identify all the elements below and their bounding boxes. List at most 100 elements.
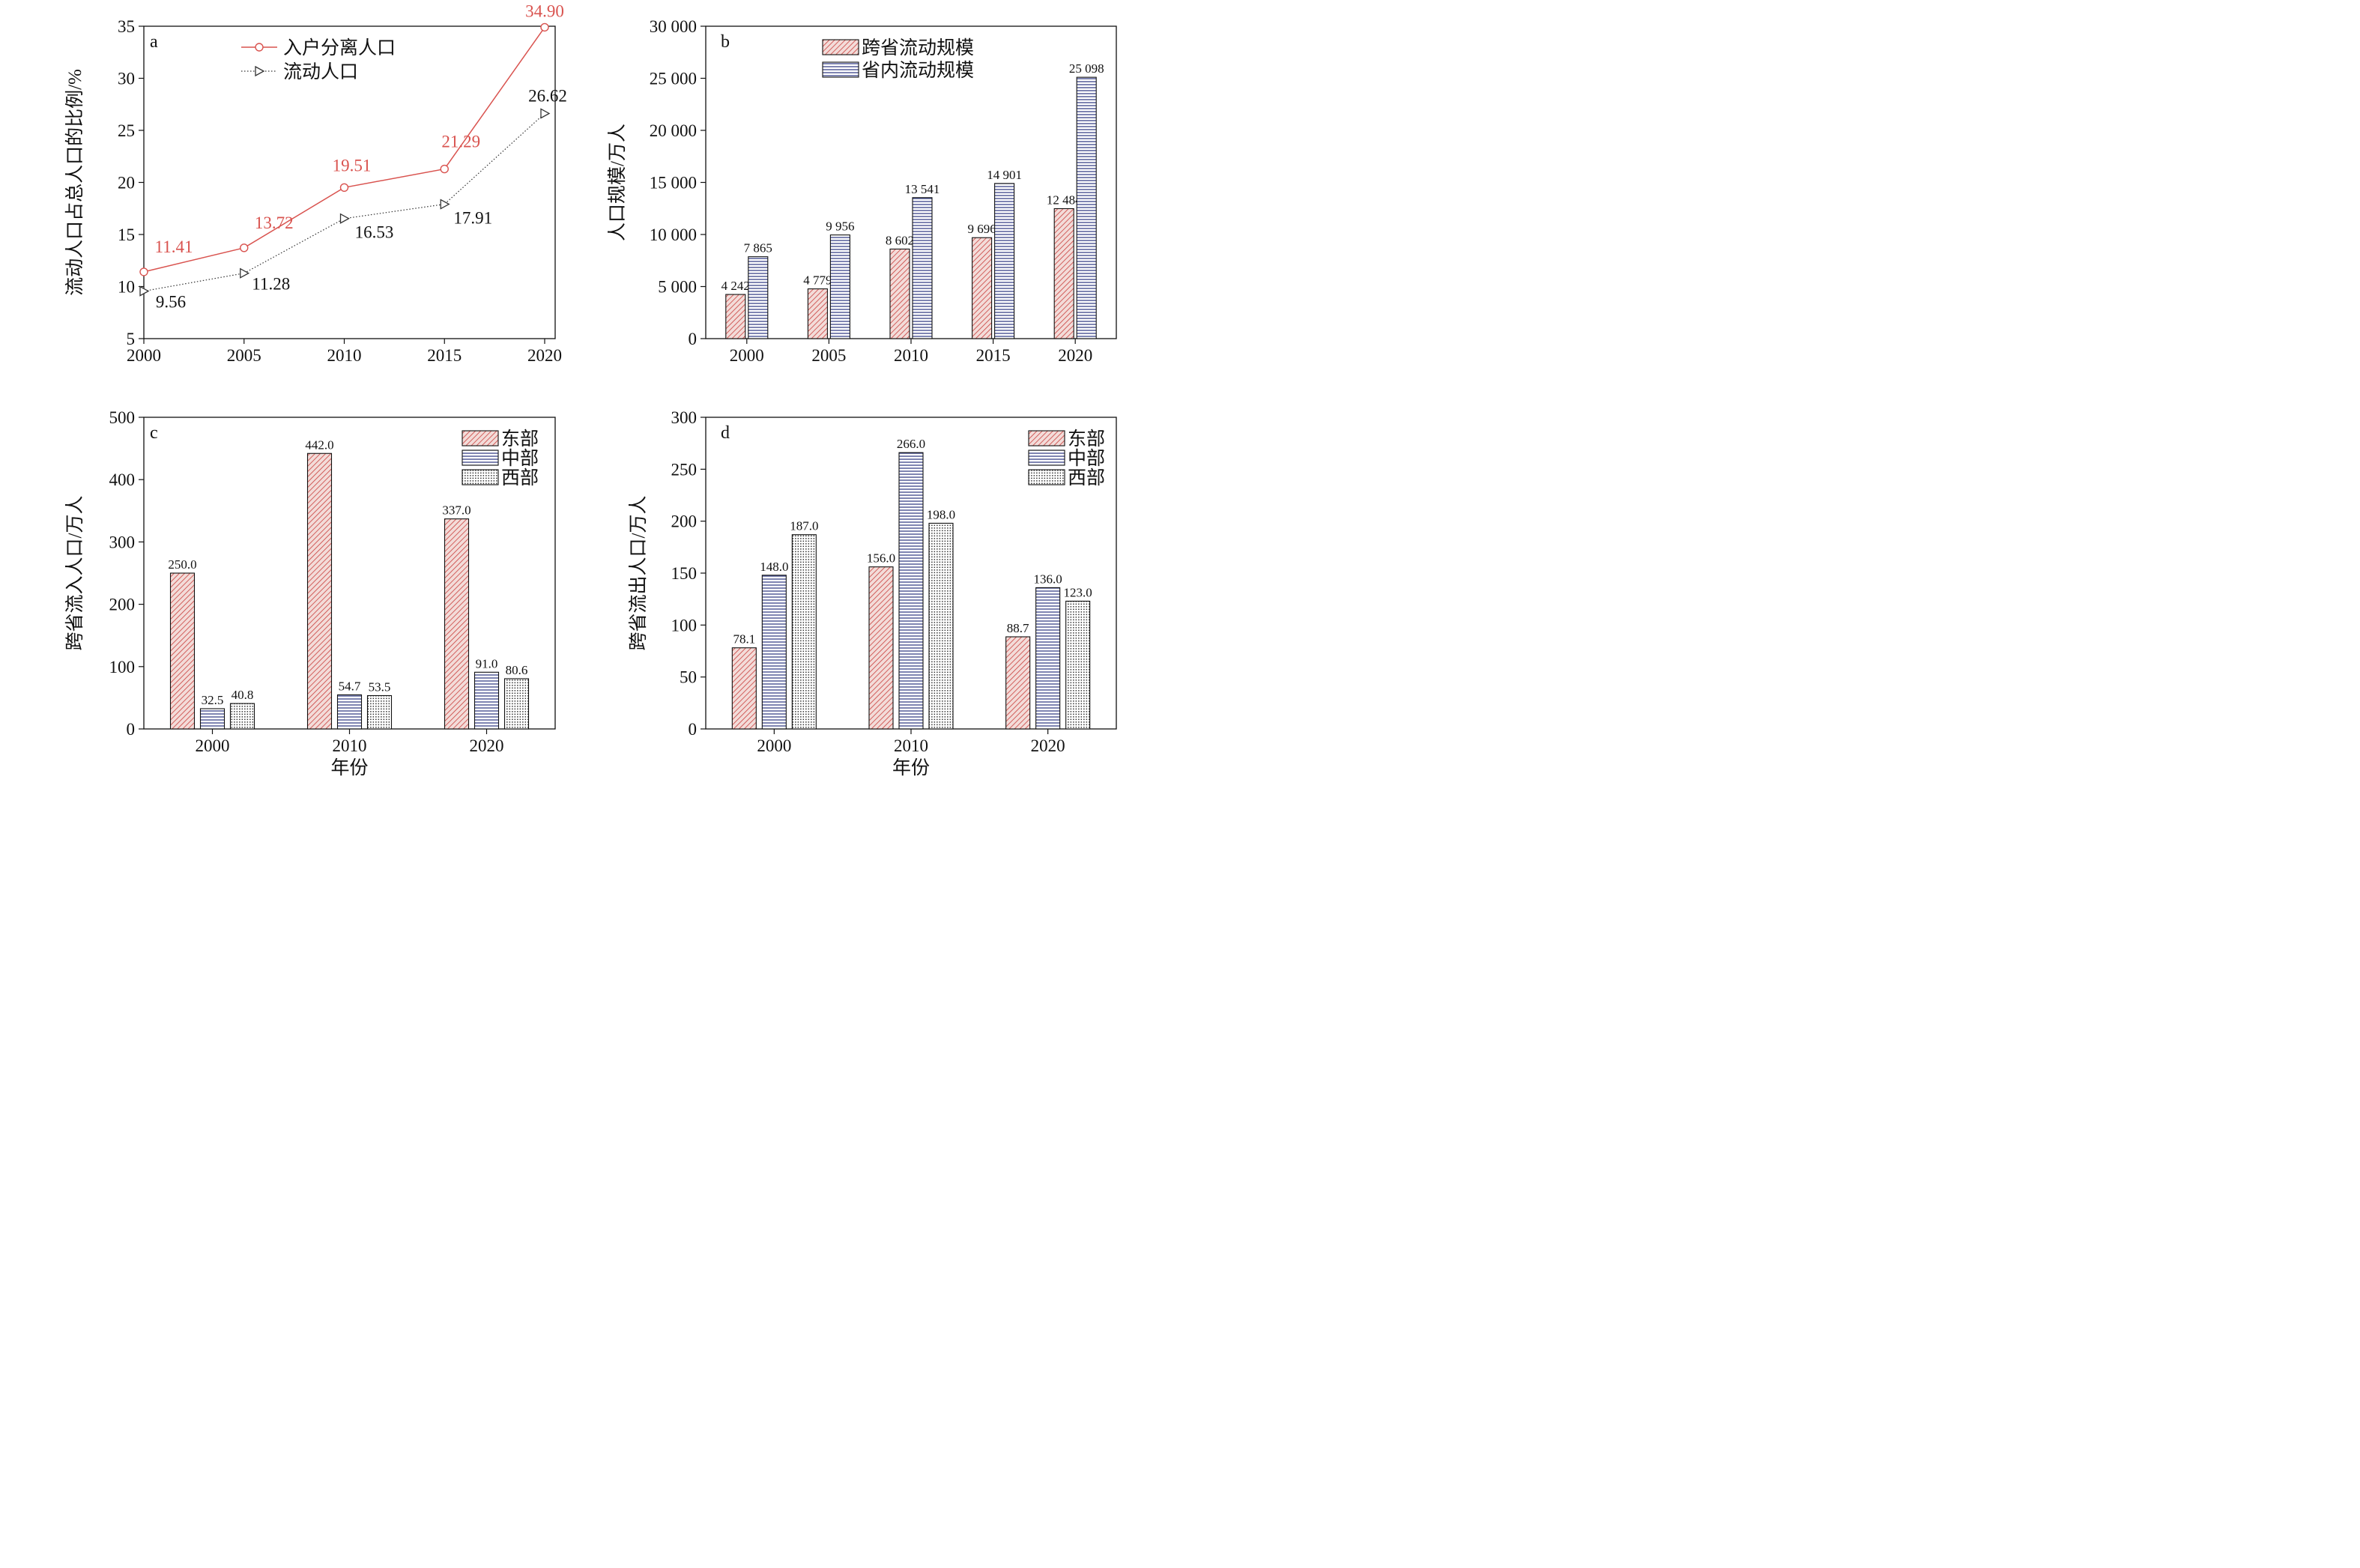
a-y-tick-label: 25 xyxy=(118,121,135,140)
d-y-tick-label: 250 xyxy=(671,460,698,479)
a-legend-marker xyxy=(255,43,264,52)
d-bar-label: 187.0 xyxy=(790,519,818,533)
c-legend-swatch xyxy=(462,469,499,485)
a-x-tick-label: 2000 xyxy=(127,346,161,365)
c-bar-label: 337.0 xyxy=(442,503,471,518)
c-bar-label: 53.5 xyxy=(369,679,391,694)
c-y-tick-label: 300 xyxy=(109,533,136,551)
a-point-marker xyxy=(339,183,349,193)
d-x-tick-label: 2010 xyxy=(894,736,928,755)
b-bar-1 xyxy=(725,294,746,339)
d-legend-label: 中部 xyxy=(1068,448,1105,469)
a-y-tick-label: 30 xyxy=(118,70,135,88)
c-bar-1 xyxy=(169,572,196,730)
a-data-label: 19.51 xyxy=(333,156,372,175)
panel-b-bar-chart: 0 5 000 10 000 15 000 20 000 25 000 30 000 人口规模… xyxy=(607,17,1117,365)
a-x-tick-label: 2020 xyxy=(527,346,562,365)
b-bar-label: 8 602 xyxy=(886,233,914,247)
d-bar-3 xyxy=(791,534,817,730)
d-bar-2 xyxy=(761,575,787,730)
a-point-marker xyxy=(240,267,250,279)
c-x-tick-label: 2010 xyxy=(333,736,367,755)
b-y-tick-label: 5 000 xyxy=(658,278,697,297)
c-y-tick-label: 500 xyxy=(109,408,136,427)
d-bar-1 xyxy=(731,647,757,730)
c-x-tick-label: 2020 xyxy=(470,736,504,755)
b-y-tick-label: 10 000 xyxy=(650,225,697,244)
a-data-label: 16.53 xyxy=(355,223,394,242)
b-bar-label: 13 541 xyxy=(905,182,940,196)
b-bar-label: 14 901 xyxy=(987,168,1022,182)
d-bar-3 xyxy=(928,522,954,730)
a-data-label: 9.56 xyxy=(156,293,186,312)
d-bar-label: 198.0 xyxy=(927,507,955,521)
a-point-marker xyxy=(440,199,450,210)
b-bar-2 xyxy=(748,256,769,339)
b-x-tick-label: 2015 xyxy=(976,346,1011,365)
d-bar-3 xyxy=(1065,600,1091,730)
a-point-marker xyxy=(440,164,449,174)
d-x-tick-label: 2020 xyxy=(1031,736,1065,755)
a-point-marker xyxy=(139,285,150,297)
a-point-marker xyxy=(240,243,249,252)
d-x-tick-label: 2000 xyxy=(757,736,791,755)
a-data-label: 26.62 xyxy=(528,86,567,105)
c-bar-2 xyxy=(199,708,226,730)
b-bar-2 xyxy=(1076,76,1097,339)
d-panel-letter: d xyxy=(721,423,730,443)
c-bar-2 xyxy=(336,694,363,730)
c-bar-1 xyxy=(444,518,470,730)
c-legend-label: 东部 xyxy=(501,429,539,449)
d-bar-1 xyxy=(1005,636,1031,730)
a-y-axis-title: 流动人口占总人口的比例/% xyxy=(64,69,85,296)
c-panel-letter: c xyxy=(150,423,158,443)
a-y-tick-label: 15 xyxy=(118,225,135,244)
d-bar-label: 266.0 xyxy=(897,437,925,451)
b-legend-label: 跨省流动规模 xyxy=(862,37,974,58)
b-y-tick-label: 15 000 xyxy=(650,174,697,193)
b-x-tick-label: 2010 xyxy=(894,346,928,365)
a-y-tick-label: 20 xyxy=(118,174,135,193)
c-x-tick-label: 2000 xyxy=(196,736,230,755)
a-point-marker xyxy=(139,267,148,276)
panel-c-bar-chart: 0 100 200 300 400 500 跨省流入人口/万人 c 年份 2000 250.0 32.… xyxy=(64,408,556,778)
b-y-axis-title: 人口规模/万人 xyxy=(607,124,628,241)
b-bar-1 xyxy=(1053,208,1074,339)
d-x-axis-title: 年份 xyxy=(892,757,930,778)
c-y-tick-label: 200 xyxy=(109,596,136,614)
b-x-tick-label: 2020 xyxy=(1058,346,1092,365)
b-bar-1 xyxy=(889,248,910,339)
b-y-tick-label: 30 000 xyxy=(650,17,697,36)
c-bar-3 xyxy=(366,694,393,730)
d-bar-label: 88.7 xyxy=(1007,621,1029,635)
a-point-marker xyxy=(540,22,549,32)
d-bar-label: 78.1 xyxy=(733,632,755,647)
c-bar-label: 91.0 xyxy=(476,656,498,671)
b-bar-2 xyxy=(912,197,933,339)
d-bar-2 xyxy=(898,452,924,730)
b-y-tick-label: 25 000 xyxy=(650,70,697,88)
a-legend-label: 入户分离人口 xyxy=(283,37,396,58)
d-y-tick-label: 200 xyxy=(671,512,698,531)
a-y-tick-label: 35 xyxy=(118,17,135,36)
d-legend-swatch xyxy=(1028,469,1065,485)
a-data-label: 17.91 xyxy=(453,209,492,228)
d-y-tick-label: 50 xyxy=(680,668,697,687)
c-bar-label: 54.7 xyxy=(339,679,361,693)
d-legend-label: 东部 xyxy=(1068,429,1105,449)
a-x-tick-label: 2015 xyxy=(427,346,462,365)
c-y-tick-label: 0 xyxy=(127,720,136,739)
d-y-axis-title: 跨省流出人口/万人 xyxy=(628,496,649,651)
d-bar-label: 136.0 xyxy=(1034,572,1062,586)
c-bar-label: 250.0 xyxy=(168,557,196,572)
b-y-tick-label: 0 xyxy=(689,330,698,348)
b-bar-label: 25 098 xyxy=(1069,61,1104,76)
b-bar-label: 7 865 xyxy=(744,241,772,255)
d-bar-label: 156.0 xyxy=(867,551,895,566)
b-bar-label: 9 696 xyxy=(967,222,996,236)
c-legend-label: 西部 xyxy=(501,467,539,488)
a-point-marker xyxy=(339,213,350,224)
d-y-tick-label: 150 xyxy=(671,564,698,583)
a-data-label: 13.72 xyxy=(255,214,294,232)
